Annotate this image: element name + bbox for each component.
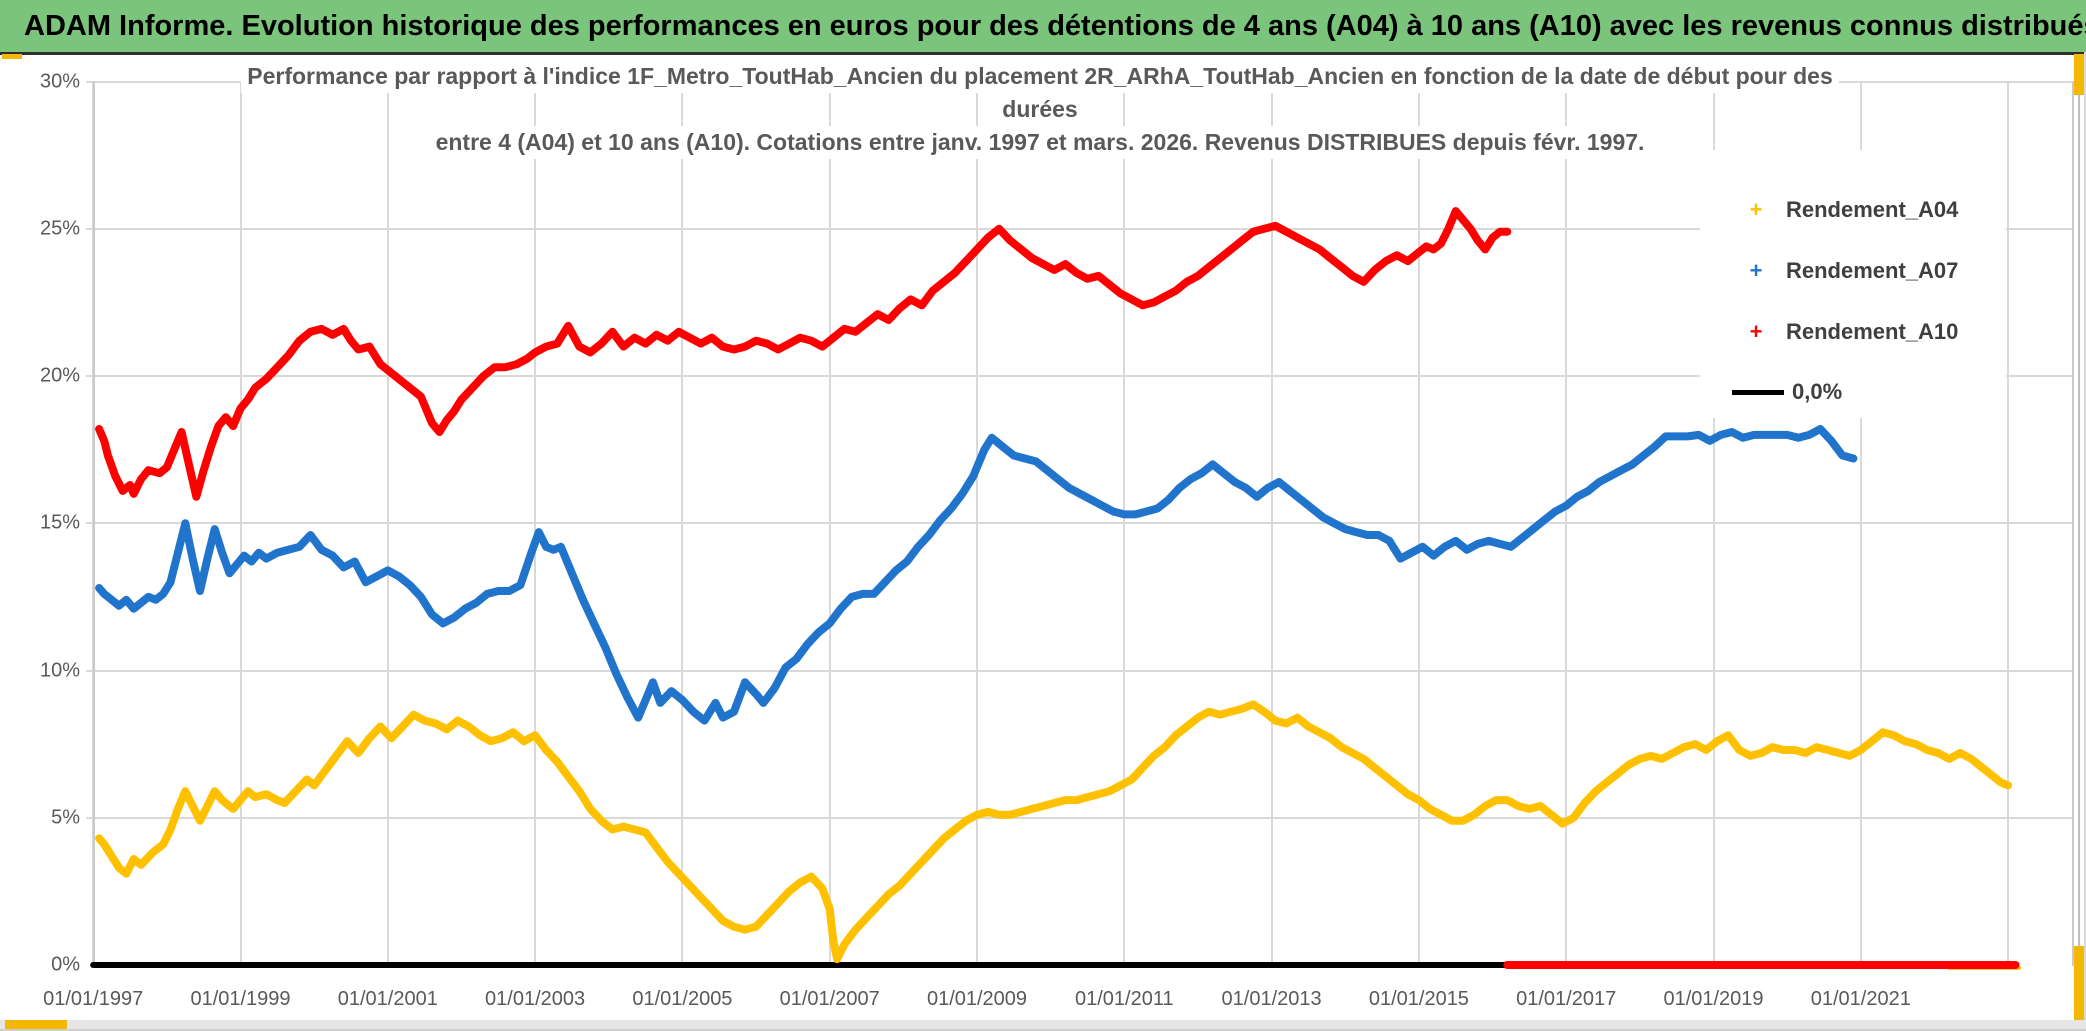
bottom-strip-accent — [5, 1020, 67, 1029]
bottom-edge-line — [0, 1029, 2086, 1031]
legend-label: Rendement_A07 — [1786, 258, 1959, 283]
legend-line-swatch — [1732, 389, 1784, 395]
y-gridline — [86, 816, 2072, 819]
legend-item-rendement-a04[interactable]: + Rendement_A04 — [1726, 190, 2056, 230]
plot-right-border — [2072, 81, 2074, 966]
y-gridline — [86, 227, 2072, 230]
legend-label: Rendement_A04 — [1786, 197, 1959, 222]
x-gridline — [534, 81, 537, 966]
y-tick-label: 10% — [39, 659, 80, 681]
page-title: ADAM Informe. Evolution historique des p… — [24, 9, 2086, 42]
x-gridline — [1417, 81, 1420, 966]
bottom-scroll-strip[interactable] — [0, 1020, 2086, 1031]
y-tick-label: 15% — [39, 511, 80, 534]
header-banner: ADAM Informe. Evolution historique des p… — [0, 0, 2086, 55]
chart-title-line2: durées — [996, 93, 1084, 126]
x-gridline — [239, 81, 242, 966]
x-tick-label: 01/01/2005 — [632, 988, 733, 1010]
x-tick-label: 01/01/2001 — [337, 988, 438, 1010]
y-tick-label: 30% — [39, 70, 80, 92]
plot-left-border — [93, 81, 95, 966]
x-tick-label: 01/01/2003 — [485, 988, 586, 1010]
x-gridline — [1859, 81, 1862, 966]
chart-title: Performance par rapport à l'indice 1F_Me… — [190, 60, 1890, 159]
x-tick-label: 01/01/1997 — [43, 988, 144, 1010]
frame-accent-top-right — [2074, 54, 2084, 95]
x-gridline — [1270, 81, 1273, 966]
x-gridline — [1712, 81, 1715, 966]
legend-label: Rendement_A10 — [1786, 319, 1959, 344]
frame-accent-bottom-right — [2074, 946, 2084, 1020]
right-window-border — [2078, 95, 2080, 946]
x-tick-label: 01/01/2011 — [1074, 988, 1174, 1010]
y-gridline — [86, 375, 2072, 377]
legend-label: 0,0% — [1792, 379, 1843, 404]
y-tick-label: 20% — [39, 364, 80, 387]
series-Rendement_A07 — [95, 425, 1858, 725]
x-gridline — [1565, 81, 1568, 966]
legend-background — [1700, 150, 2006, 418]
x-tick-label: 01/01/2017 — [1516, 988, 1617, 1010]
x-gridline — [2007, 81, 2010, 966]
y-gridline — [86, 522, 2072, 525]
x-gridline — [1123, 81, 1126, 966]
x-tick-label: 01/01/2013 — [1221, 988, 1322, 1010]
x-gridline — [681, 81, 684, 966]
frame-accent-top-left — [2, 54, 22, 59]
chart-title-line1: Performance par rapport à l'indice 1F_Me… — [241, 60, 1839, 93]
x-tick-label: 01/01/1999 — [190, 988, 291, 1010]
y-gridline — [86, 669, 2072, 672]
x-gridline — [828, 81, 831, 966]
series-Rendement_A04 — [95, 700, 2013, 964]
series-Rendement_A10 — [95, 207, 1512, 501]
legend-plus-marker: + — [1749, 258, 1763, 283]
right-outer-edge — [2084, 52, 2086, 1031]
legend-item-rendement-a07[interactable]: + Rendement_A07 — [1726, 251, 2056, 291]
chart-title-line3: entre 4 (A04) et 10 ans (A10). Cotations… — [429, 126, 1651, 159]
y-tick-label: 25% — [39, 217, 80, 240]
legend-item-0-0-[interactable]: 0,0% — [1726, 372, 2056, 412]
x-tick-label: 01/01/2021 — [1810, 988, 1911, 1010]
x-tick-label: 01/01/2019 — [1663, 988, 1764, 1010]
x-tick-label: 01/01/2007 — [779, 988, 880, 1010]
x-gridline — [976, 81, 978, 966]
y-tick-label: 5% — [51, 806, 80, 829]
legend-plus-marker: + — [1749, 319, 1763, 344]
legend-plus-marker: + — [1749, 197, 1763, 222]
x-tick-label: 01/01/2009 — [926, 988, 1028, 1010]
x-tick-label: 01/01/2015 — [1368, 988, 1469, 1010]
x-gridline — [386, 81, 389, 966]
legend-item-rendement-a10[interactable]: + Rendement_A10 — [1726, 312, 2056, 352]
y-tick-label: 0% — [51, 953, 80, 976]
